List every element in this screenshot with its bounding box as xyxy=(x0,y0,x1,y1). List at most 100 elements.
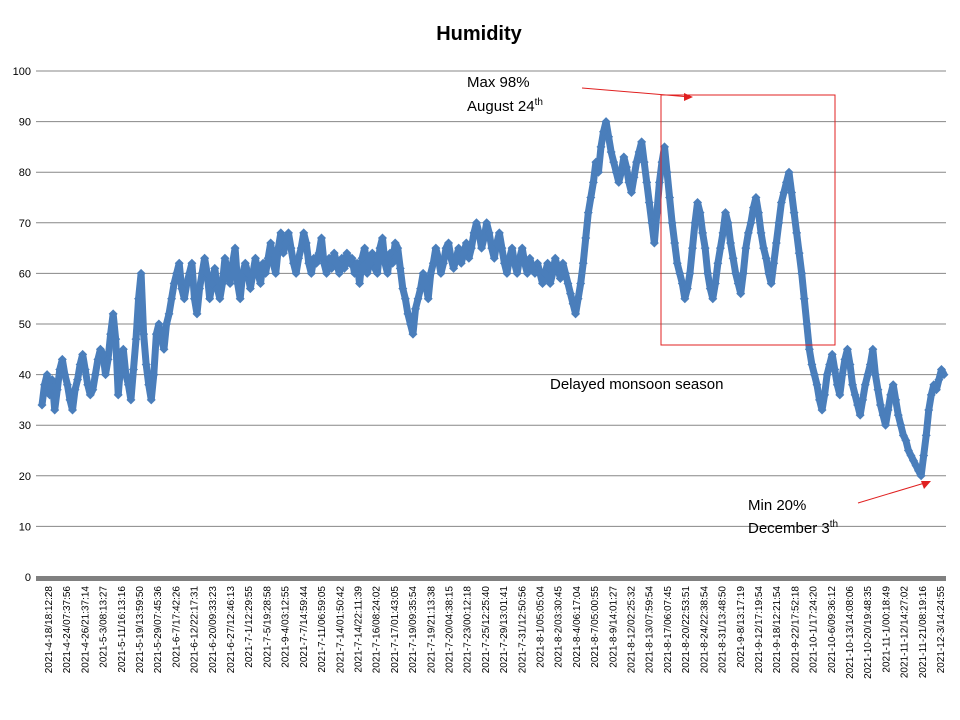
data-point xyxy=(141,359,151,369)
data-point xyxy=(377,233,387,243)
data-point xyxy=(553,263,563,273)
data-point xyxy=(748,203,758,213)
data-point xyxy=(375,243,385,253)
data-point xyxy=(499,258,509,268)
data-point xyxy=(62,380,72,390)
x-tick-label: 2021-8-7/05:00:55 xyxy=(590,586,601,668)
x-tick-label: 2021-5-19/13:59:50 xyxy=(135,586,146,674)
x-tick-label: 2021-10-13/14:08:06 xyxy=(845,586,856,679)
data-point xyxy=(428,258,438,268)
data-point xyxy=(700,243,710,253)
data-point xyxy=(489,253,499,263)
data-point xyxy=(784,167,794,177)
data-point xyxy=(599,127,609,137)
data-point xyxy=(134,294,144,304)
x-tick-label: 2021-9-4/03:12:55 xyxy=(281,586,292,668)
data-point xyxy=(47,375,57,385)
x-tick-label: 2021-11-21/08:19:16 xyxy=(918,586,929,679)
data-point xyxy=(98,349,108,359)
data-point xyxy=(167,294,177,304)
data-point xyxy=(820,390,830,400)
data-point xyxy=(705,284,715,294)
data-point xyxy=(680,294,690,304)
data-point xyxy=(662,167,672,177)
data-point xyxy=(296,243,306,253)
data-point xyxy=(779,187,789,197)
data-point xyxy=(726,238,736,248)
data-point xyxy=(283,228,293,238)
data-point xyxy=(588,177,598,187)
x-tick-label: 2021-11-12/14:27:02 xyxy=(900,586,911,679)
data-point xyxy=(192,309,202,319)
data-point xyxy=(510,258,520,268)
data-point xyxy=(835,390,845,400)
data-point xyxy=(230,243,240,253)
data-point xyxy=(40,380,50,390)
max-annotation-date: August 24 xyxy=(467,98,535,115)
data-point xyxy=(116,359,126,369)
y-tick-label: 60 xyxy=(19,268,31,280)
data-point xyxy=(263,253,273,263)
data-segment xyxy=(129,338,140,370)
x-tick-label: 2021-8-24/22:38:54 xyxy=(699,586,710,674)
data-point xyxy=(266,238,276,248)
data-point xyxy=(144,380,154,390)
x-tick-label: 2021-8-1/05:05:04 xyxy=(536,586,547,668)
x-tick-label: 2021-8-13/07:59:54 xyxy=(645,586,656,674)
data-point xyxy=(174,258,184,268)
data-point xyxy=(469,228,479,238)
data-point xyxy=(189,294,199,304)
data-point xyxy=(253,268,263,278)
x-tick-label: 2021-6-12/22:17:31 xyxy=(190,586,201,674)
data-point xyxy=(128,365,138,375)
data-point xyxy=(487,243,497,253)
data-point xyxy=(789,208,799,218)
data-point xyxy=(766,279,776,289)
data-point xyxy=(187,258,197,268)
data-point xyxy=(477,243,487,253)
x-tick-label: 2021-9-12/17:19:54 xyxy=(754,586,765,674)
data-point xyxy=(299,228,309,238)
data-point xyxy=(57,354,67,364)
data-segment xyxy=(666,197,676,224)
data-point xyxy=(83,380,93,390)
data-point xyxy=(121,370,131,380)
data-point xyxy=(304,258,314,268)
x-tick-label: 2021-6-20/09:33:23 xyxy=(208,586,219,674)
data-point xyxy=(90,370,100,380)
x-axis-tick-labels: 2021-4-18/18:12:28 2021-4-24/07:37:56 2021… xyxy=(44,586,947,679)
data-point xyxy=(626,187,636,197)
data-point xyxy=(924,405,934,415)
data-point xyxy=(233,279,243,289)
data-point xyxy=(830,365,840,375)
data-point xyxy=(931,385,941,395)
y-tick-label: 30 xyxy=(19,420,31,432)
data-point xyxy=(863,370,873,380)
data-segment xyxy=(104,333,115,360)
y-tick-label: 20 xyxy=(19,471,31,483)
data-point xyxy=(484,228,494,238)
data-point xyxy=(611,167,621,177)
data-point xyxy=(919,451,929,461)
data-point xyxy=(672,258,682,268)
data-point xyxy=(761,253,771,263)
data-point xyxy=(256,279,266,289)
data-point xyxy=(837,370,847,380)
min-annotation-sup: th xyxy=(830,519,838,530)
y-tick-label: 80 xyxy=(19,167,31,179)
x-tick-label: 2021-10-6/09:36:12 xyxy=(827,586,838,674)
data-point xyxy=(916,471,926,481)
x-tick-label: 2021-7-31/12:50:56 xyxy=(517,586,528,674)
data-point xyxy=(423,294,433,304)
data-point xyxy=(855,410,865,420)
data-point xyxy=(80,365,90,375)
data-point xyxy=(177,284,187,294)
x-tick-label: 2021-7-23/00:12:18 xyxy=(463,586,474,674)
data-point xyxy=(530,268,540,278)
data-point xyxy=(291,268,301,278)
data-point xyxy=(360,243,370,253)
min-annotation-date: December 3 xyxy=(748,520,830,537)
data-point xyxy=(842,344,852,354)
data-point xyxy=(690,218,700,228)
data-point xyxy=(685,268,695,278)
